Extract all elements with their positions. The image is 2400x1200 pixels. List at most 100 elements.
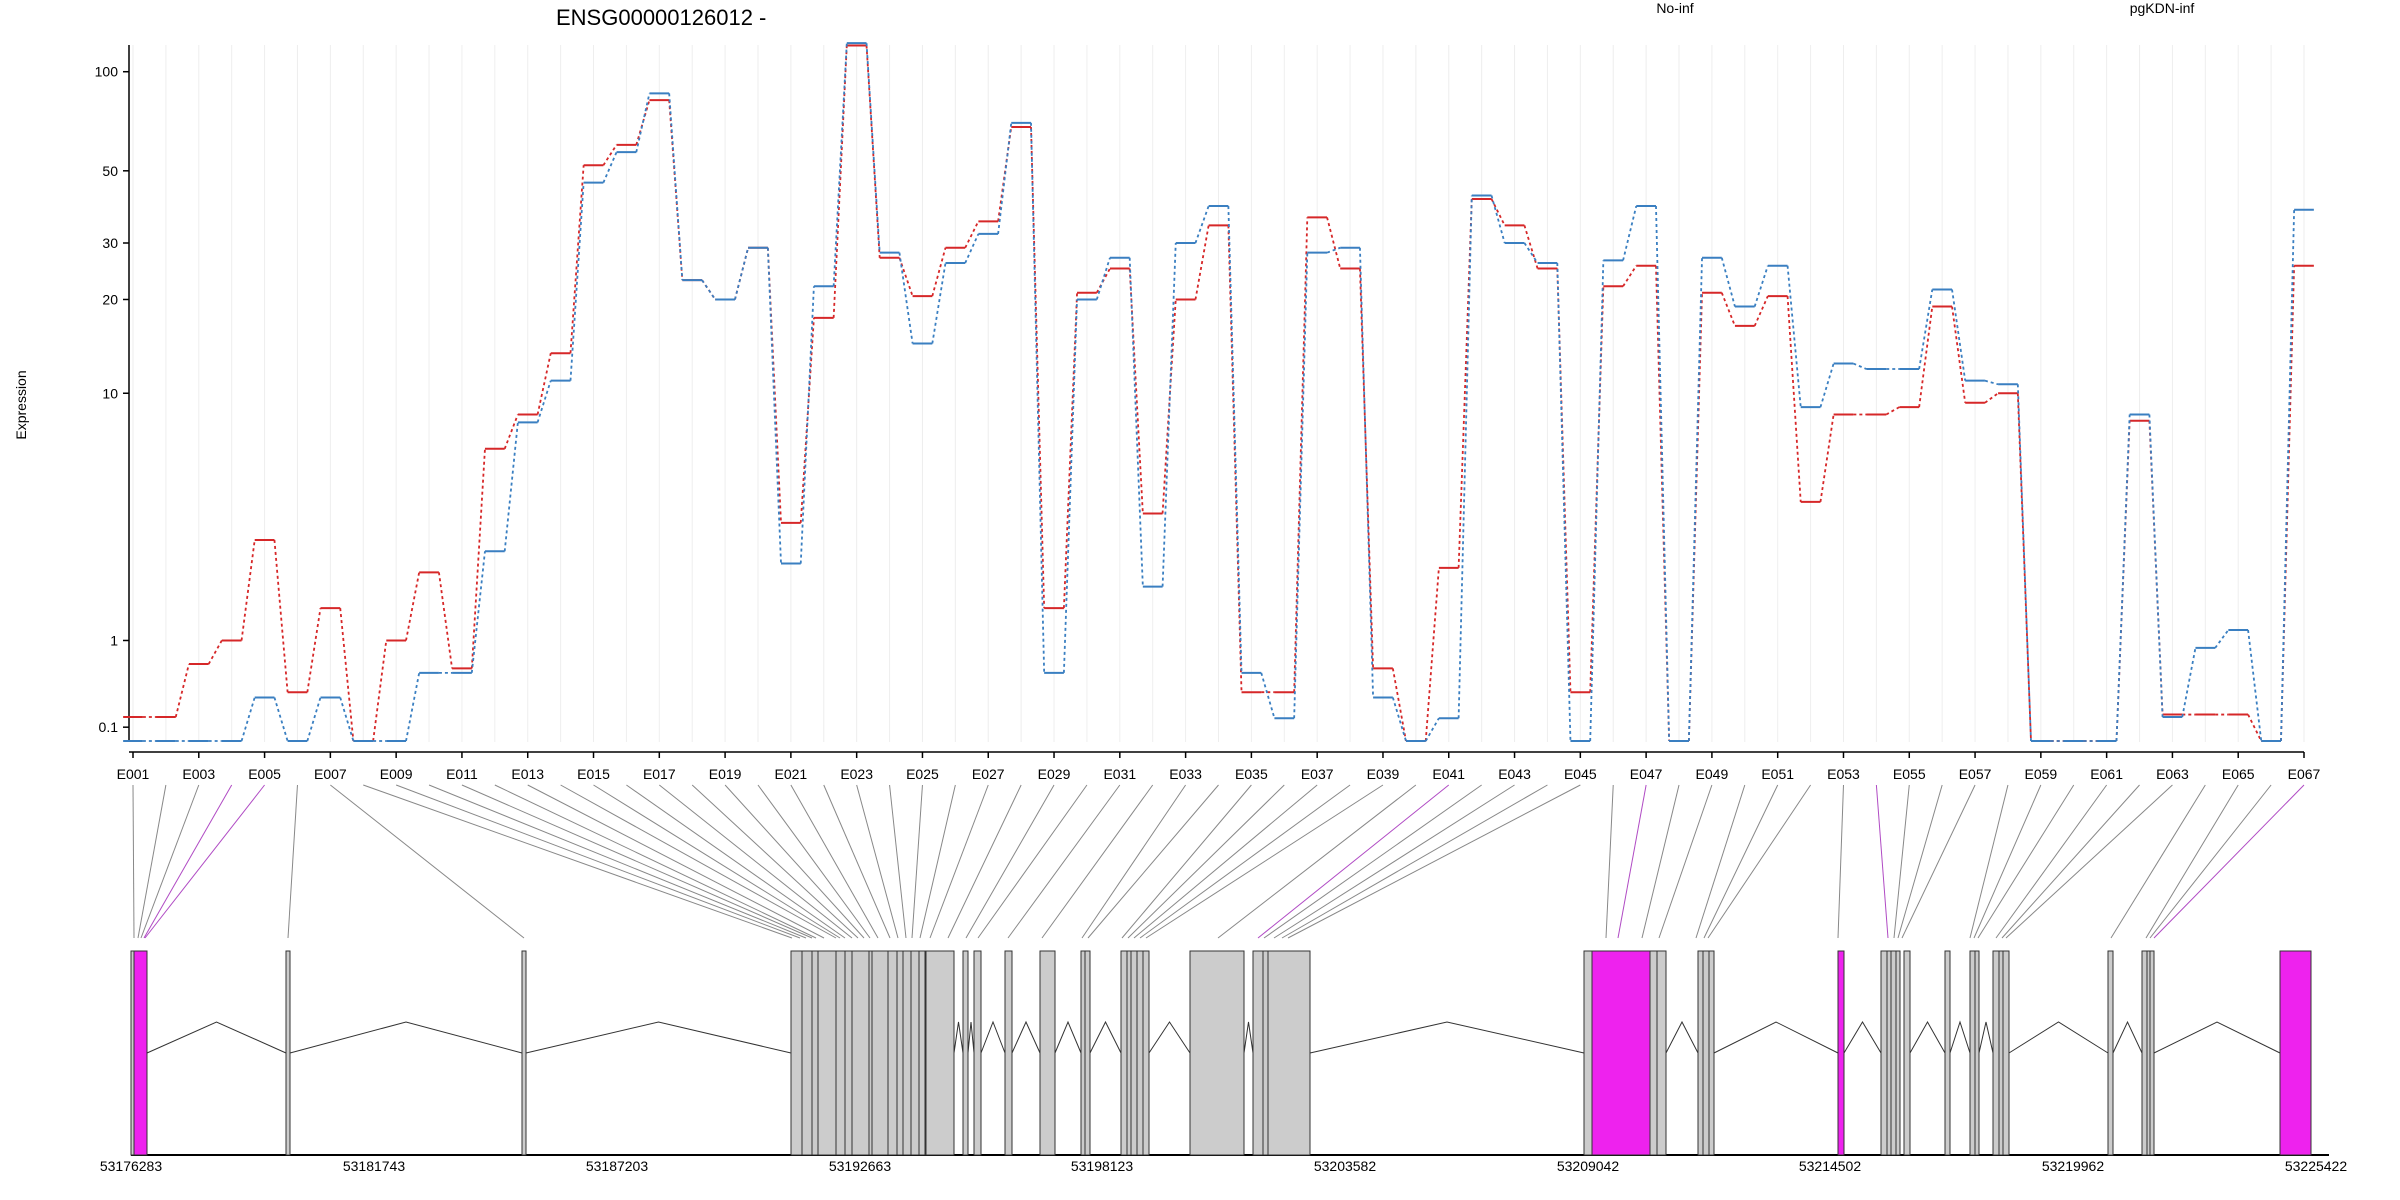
connector	[287, 784, 298, 939]
grid	[132, 45, 2305, 742]
series-segment	[438, 572, 453, 669]
series-segment	[1819, 363, 1835, 408]
connector	[757, 784, 871, 939]
connector	[1897, 784, 1943, 939]
series-segment	[306, 697, 322, 742]
intron-line	[1011, 1020, 1041, 1054]
exon	[2141, 950, 2148, 1156]
intron-line	[980, 1020, 1006, 1054]
x-tick-label: E003	[182, 766, 215, 782]
connector	[1121, 784, 1252, 939]
connector-highlight	[1257, 784, 1450, 939]
connector	[1901, 784, 1976, 939]
exon	[835, 950, 846, 1156]
y-tick-label: 50	[102, 163, 118, 179]
x-tick-label: E063	[2156, 766, 2189, 782]
exon	[1126, 950, 1132, 1156]
series-segment	[865, 43, 881, 253]
connector	[132, 784, 135, 939]
series-segment	[1359, 247, 1375, 698]
connector-highlight	[1617, 784, 1647, 939]
series-segment	[997, 122, 1013, 235]
gene-model: 53176283 53181743 53187203 53192663 53198123…	[100, 950, 2347, 1174]
exon	[1890, 950, 1897, 1156]
exon	[521, 950, 527, 1156]
connector	[363, 784, 793, 939]
series-segment	[668, 93, 684, 281]
exon	[871, 950, 889, 1156]
series-segment	[339, 697, 355, 742]
y-tick-label: 30	[102, 235, 118, 251]
x-tick-label: E059	[2024, 766, 2057, 782]
exon	[790, 950, 803, 1156]
series-segment	[931, 262, 947, 344]
series-segment	[1260, 672, 1276, 719]
exon	[2107, 950, 2114, 1156]
exon	[2002, 950, 2010, 1156]
y-tick-label: 10	[102, 385, 118, 401]
connector-highlight	[143, 784, 233, 939]
connector	[1707, 784, 1812, 939]
exon	[1969, 950, 1976, 1156]
connector	[1695, 784, 1746, 939]
exon	[1084, 950, 1091, 1156]
series-segment	[1194, 205, 1210, 244]
exon	[896, 950, 904, 1156]
exon	[801, 950, 813, 1156]
series-segment	[766, 247, 782, 564]
x-tick-label: E043	[1498, 766, 1531, 782]
x-tick-label: E025	[906, 766, 939, 782]
exon	[1974, 950, 1980, 1156]
series-segment	[1918, 306, 1934, 408]
connector	[2145, 784, 2239, 939]
series-segment	[1720, 292, 1736, 327]
exon	[925, 950, 955, 1156]
x-tick-label: E011	[446, 766, 478, 782]
intron-line	[2112, 1020, 2143, 1054]
legend-item-pgkdn-inf: pgKDN-inf	[2130, 0, 2195, 16]
connector	[856, 784, 899, 939]
connector	[1139, 784, 1351, 939]
exon	[1130, 950, 1138, 1156]
exon	[1886, 950, 1892, 1156]
x-tick-label: E049	[1696, 766, 1729, 782]
series-segment	[1786, 296, 1802, 502]
series-segment	[470, 551, 486, 673]
y-axis-label: Expression	[13, 370, 29, 439]
exon	[1004, 950, 1013, 1156]
series-segment	[1128, 268, 1144, 514]
connector	[1273, 784, 1515, 939]
connector	[395, 784, 801, 939]
series-segment	[1326, 217, 1342, 269]
x-tick-label: E035	[1235, 766, 1268, 782]
exon	[1998, 950, 2004, 1156]
connector	[1605, 784, 1614, 939]
intron-line	[1243, 1021, 1254, 1054]
intron-line	[1949, 1020, 1971, 1054]
connector	[1641, 784, 1680, 939]
series-segment	[2181, 647, 2197, 718]
series-segment	[1655, 206, 1671, 742]
series-segment	[1424, 567, 1440, 742]
intron-line	[1843, 1021, 1882, 1054]
series-segment	[240, 539, 256, 641]
x-tick-label: E007	[314, 766, 347, 782]
series-segment	[1984, 392, 1999, 404]
series-segment	[1589, 260, 1605, 742]
exon	[1039, 950, 1056, 1156]
connector	[1287, 784, 1581, 939]
connector	[691, 784, 859, 939]
connector	[1893, 784, 1910, 939]
exon	[817, 950, 837, 1156]
legend-item-no-inf: No-inf	[1656, 0, 1693, 16]
exon	[1944, 950, 1951, 1156]
series-segment	[503, 414, 519, 450]
series-segment	[2247, 714, 2263, 742]
series-segment	[1885, 406, 1900, 416]
x-tick-label: E067	[2288, 766, 2321, 782]
series-segment	[1918, 289, 1934, 370]
x-tick-label: E033	[1169, 766, 1202, 782]
series-segment	[898, 252, 914, 344]
exon-highlight	[1837, 950, 1845, 1156]
